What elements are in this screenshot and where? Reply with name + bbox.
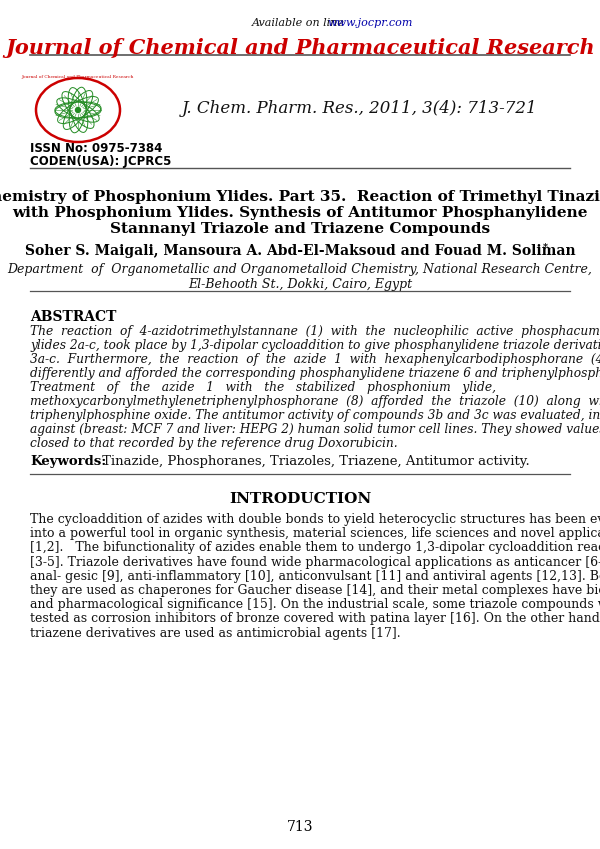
Text: The cycloaddition of azides with double bonds to yield heterocyclic structures h: The cycloaddition of azides with double … — [30, 513, 600, 526]
Text: J. Chem. Pharm. Res., 2011, 3(4): 713-721: J. Chem. Pharm. Res., 2011, 3(4): 713-72… — [182, 99, 538, 116]
Text: Keywords:: Keywords: — [30, 455, 106, 468]
Text: ISSN No: 0975-7384: ISSN No: 0975-7384 — [30, 142, 163, 155]
Text: [1,2].   The bifunctionality of azides enable them to undergo 1,3-dipolar cycloa: [1,2]. The bifunctionality of azides ena… — [30, 542, 600, 554]
Text: against (breast: MCF 7 and liver: HEPG 2) human solid tumor cell lines. They sho: against (breast: MCF 7 and liver: HEPG 2… — [30, 423, 600, 436]
Text: anal- gesic [9], anti-inflammatory [10], anticonvulsant [11] and antiviral agent: anal- gesic [9], anti-inflammatory [10],… — [30, 570, 600, 582]
Text: 3a-c.  Furthermore,  the  reaction  of  the  azide  1  with  hexaphenylcarbodiph: 3a-c. Furthermore, the reaction of the a… — [30, 353, 600, 366]
Text: tested as corrosion inhibitors of bronze covered with patina layer [16]. On the : tested as corrosion inhibitors of bronze… — [30, 612, 600, 626]
Text: Chemistry of Phosphonium Ylides. Part 35.  Reaction of Trimethyl Tinazide: Chemistry of Phosphonium Ylides. Part 35… — [0, 190, 600, 204]
Text: www.jocpr.com: www.jocpr.com — [328, 18, 413, 28]
Text: The  reaction  of  4-azidotrimethylstannane  (1)  with  the  nucleophilic  activ: The reaction of 4-azidotrimethylstannane… — [30, 325, 600, 338]
Text: with Phosphonium Ylides. Synthesis of Antitumor Phosphanylidene: with Phosphonium Ylides. Synthesis of An… — [12, 206, 588, 220]
Text: ABSTRACT: ABSTRACT — [30, 310, 116, 324]
Text: 713: 713 — [287, 820, 313, 834]
Text: into a powerful tool in organic synthesis, material sciences, life sciences and : into a powerful tool in organic synthesi… — [30, 527, 600, 540]
Text: El-Behooth St., Dokki, Cairo, Egypt: El-Behooth St., Dokki, Cairo, Egypt — [188, 278, 412, 291]
Text: ylides 2a-c, took place by 1,3-dipolar cycloaddition to give phosphanylidene tri: ylides 2a-c, took place by 1,3-dipolar c… — [30, 339, 600, 352]
Text: Journal of Chemical and Pharmaceutical Research: Journal of Chemical and Pharmaceutical R… — [5, 38, 595, 58]
Text: [3-5]. Triazole derivatives have found wide pharmacological applications as anti: [3-5]. Triazole derivatives have found w… — [30, 555, 600, 569]
Text: they are used as chaperones for Gaucher disease [14], and their metal complexes : they are used as chaperones for Gaucher … — [30, 584, 600, 597]
Text: methoxycarbonylmethylenetriphenylphosphorane  (8)  afforded  the  triazole  (10): methoxycarbonylmethylenetriphenylphospho… — [30, 395, 600, 408]
Text: INTRODUCTION: INTRODUCTION — [229, 492, 371, 506]
Text: and pharmacological significance [15]. On the industrial scale, some triazole co: and pharmacological significance [15]. O… — [30, 599, 600, 611]
Text: Tinazide, Phosphoranes, Triazoles, Triazene, Antitumor activity.: Tinazide, Phosphoranes, Triazoles, Triaz… — [98, 455, 530, 468]
Text: Available on line: Available on line — [252, 18, 348, 28]
Text: differently and afforded the corresponding phosphanylidene triazene 6 and triphe: differently and afforded the correspondi… — [30, 367, 600, 380]
Text: Stannanyl Triazole and Triazene Compounds: Stannanyl Triazole and Triazene Compound… — [110, 222, 490, 236]
Text: Treatment   of   the   azide   1   with   the   stabilized   phosphonium   ylide: Treatment of the azide 1 with the stabil… — [30, 381, 496, 394]
Text: CODEN(USA): JCPRC5: CODEN(USA): JCPRC5 — [30, 155, 172, 168]
Text: *: * — [543, 243, 548, 252]
Text: Department  of  Organometallic and Organometalloid Chemistry, National Research : Department of Organometallic and Organom… — [8, 263, 592, 276]
Circle shape — [76, 108, 80, 113]
Text: triphenylphosphine oxide. The antitumor activity of compounds 3b and 3c was eval: triphenylphosphine oxide. The antitumor … — [30, 409, 600, 422]
Text: closed to that recorded by the reference drug Doxorubicin.: closed to that recorded by the reference… — [30, 437, 398, 450]
Text: Soher S. Maigali, Mansoura A. Abd-El-Maksoud and Fouad M. Soliman: Soher S. Maigali, Mansoura A. Abd-El-Mak… — [25, 244, 575, 258]
Text: Journal of Chemical and Pharmaceutical Research: Journal of Chemical and Pharmaceutical R… — [22, 75, 134, 79]
Text: triazene derivatives are used as antimicrobial agents [17].: triazene derivatives are used as antimic… — [30, 627, 401, 639]
